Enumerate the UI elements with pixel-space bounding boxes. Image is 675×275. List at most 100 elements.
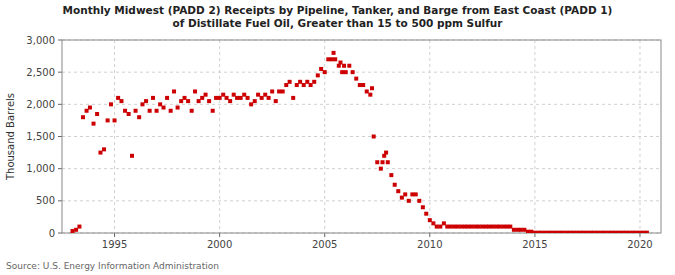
- point: [144, 99, 148, 103]
- point: [470, 225, 474, 229]
- y-grid-line: [62, 200, 661, 201]
- point: [540, 231, 544, 233]
- point: [627, 231, 631, 233]
- point: [88, 106, 92, 110]
- point: [239, 96, 243, 100]
- point: [519, 228, 523, 232]
- point: [140, 102, 144, 106]
- point: [204, 93, 208, 97]
- x-tick: [114, 233, 115, 237]
- point: [137, 115, 141, 119]
- x-grid-line: [534, 40, 535, 233]
- point: [246, 96, 250, 100]
- point: [421, 205, 425, 209]
- point: [274, 99, 278, 103]
- point: [77, 225, 81, 229]
- point: [543, 231, 547, 233]
- point: [372, 135, 376, 139]
- x-tick: [639, 233, 640, 237]
- point: [561, 231, 565, 233]
- point: [585, 231, 589, 233]
- point: [624, 231, 628, 233]
- point: [361, 83, 365, 87]
- point: [564, 231, 568, 233]
- y-tick-label: 1,500: [26, 131, 55, 142]
- point: [466, 225, 470, 229]
- x-tick: [534, 233, 535, 237]
- point: [582, 231, 586, 233]
- y-tick-label: 1,000: [26, 163, 55, 174]
- point: [151, 96, 155, 100]
- y-tick-label: 2,000: [26, 99, 55, 110]
- point: [169, 109, 173, 113]
- y-tick-label: 2,500: [26, 67, 55, 78]
- point: [214, 96, 218, 100]
- point: [347, 64, 351, 68]
- point: [155, 109, 159, 113]
- point: [480, 225, 484, 229]
- point: [134, 109, 138, 113]
- y-tick: [58, 72, 62, 73]
- axes: 05001,0001,5002,0002,5003,00019952000200…: [26, 35, 661, 251]
- point: [119, 99, 123, 103]
- source-note: Source: U.S. Energy Information Administ…: [6, 261, 219, 271]
- point: [596, 231, 600, 233]
- y-axis-label: Thousand Barrels: [5, 93, 16, 181]
- title-line: Monthly Midwest (PADD 2) Receipts by Pip…: [63, 4, 613, 16]
- point: [207, 99, 211, 103]
- x-grid-line: [639, 40, 640, 233]
- y-tick-label: 3,000: [26, 35, 55, 46]
- point: [267, 96, 271, 100]
- point: [459, 225, 463, 229]
- point: [424, 212, 428, 216]
- point: [386, 160, 390, 164]
- y-grid-line: [62, 136, 661, 137]
- point: [218, 96, 222, 100]
- point: [332, 51, 336, 55]
- point: [522, 228, 526, 232]
- point: [645, 231, 649, 233]
- x-tick: [219, 233, 220, 237]
- point: [277, 89, 281, 93]
- point: [491, 225, 495, 229]
- y-tick: [58, 104, 62, 105]
- x-tick-label: 2015: [522, 239, 547, 250]
- y-tick: [58, 136, 62, 137]
- point: [501, 225, 505, 229]
- point: [571, 231, 575, 233]
- point: [106, 118, 110, 122]
- point: [197, 99, 201, 103]
- chart: Monthly Midwest (PADD 2) Receipts by Pip…: [0, 0, 675, 275]
- x-tick-label: 1995: [102, 239, 127, 250]
- y-grid-line: [62, 72, 661, 73]
- point: [302, 83, 306, 87]
- x-tick: [324, 233, 325, 237]
- point: [312, 80, 316, 84]
- x-tick: [429, 233, 430, 237]
- plot-frame: [62, 40, 661, 233]
- point: [638, 231, 642, 233]
- y-tick-label: 0: [49, 228, 55, 239]
- point: [384, 151, 388, 155]
- point: [533, 231, 537, 233]
- point: [375, 160, 379, 164]
- y-tick: [58, 168, 62, 169]
- point: [606, 231, 610, 233]
- x-tick-label: 2005: [312, 239, 337, 250]
- point: [98, 151, 102, 155]
- point: [260, 96, 264, 100]
- point: [435, 225, 439, 229]
- point: [477, 225, 481, 229]
- point: [351, 70, 355, 74]
- title: Monthly Midwest (PADD 2) Receipts by Pip…: [63, 4, 613, 29]
- point: [379, 167, 383, 171]
- point: [193, 89, 197, 93]
- point: [603, 231, 607, 233]
- point: [172, 89, 176, 93]
- y-tick: [58, 233, 62, 234]
- point: [417, 199, 421, 203]
- point: [123, 109, 127, 113]
- point: [270, 89, 274, 93]
- point: [370, 86, 374, 90]
- x-grid-line: [219, 40, 220, 233]
